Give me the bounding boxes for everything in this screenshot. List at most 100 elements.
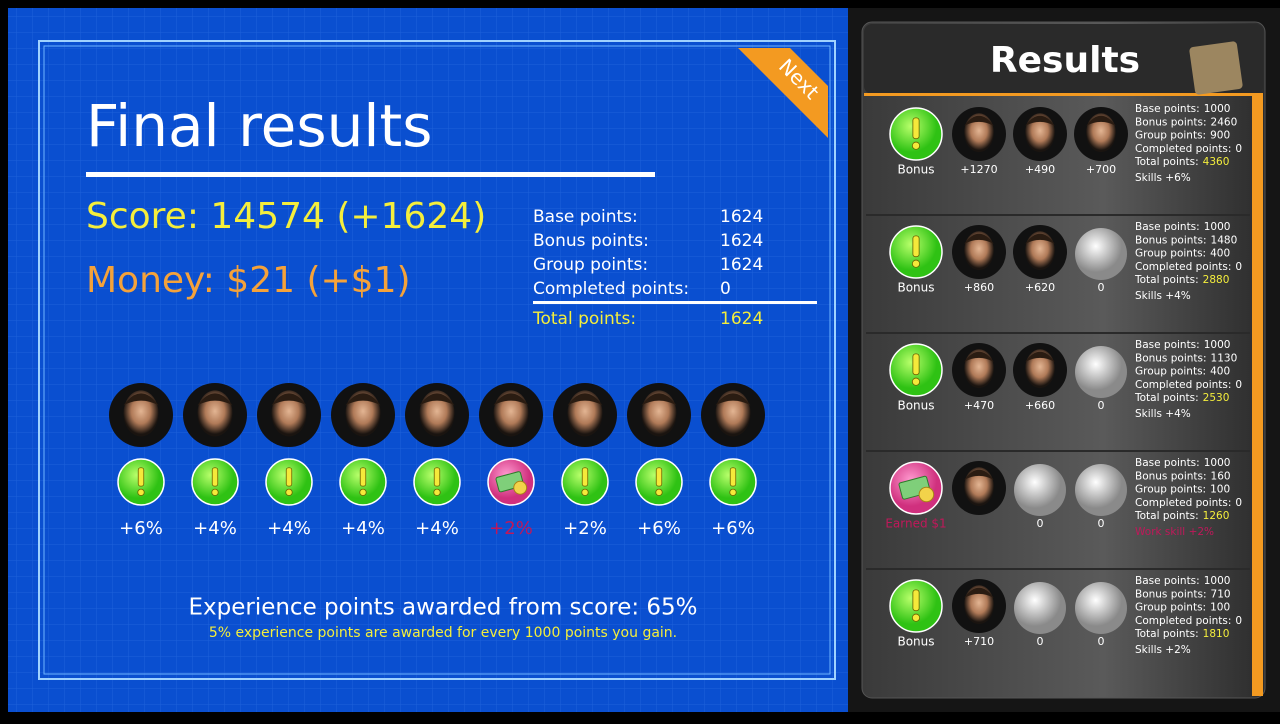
scrollbar[interactable] [1252, 96, 1263, 696]
portrait [952, 225, 1006, 279]
detail-label: Completed points: [1135, 143, 1231, 155]
exclaim-bar [655, 467, 663, 487]
skills: Skills +4% [1135, 408, 1191, 420]
portrait [479, 383, 543, 447]
header-rule [864, 93, 1263, 96]
face [715, 390, 751, 437]
detail-value: 160 [1211, 470, 1231, 482]
detail-label: Total points: [1134, 274, 1199, 286]
detail-line: Base points: 1000 [1135, 339, 1230, 351]
row-separator [866, 332, 1250, 334]
detail-line: Group points: 400 [1135, 366, 1230, 378]
exclaim-bar [433, 467, 441, 487]
slot-label: +1270 [960, 163, 997, 176]
frame-inner [43, 45, 831, 675]
detail-label: Base points: [1135, 457, 1200, 469]
detail-value: 2460 [1211, 116, 1238, 128]
empty-slot [1014, 464, 1066, 516]
member-bonus: +4% [341, 518, 385, 539]
exclaim-bar [359, 467, 367, 487]
bonus-icon [635, 458, 683, 506]
face [964, 113, 994, 153]
exclaim-bar [912, 235, 920, 258]
detail-line: Completed points: 0 [1135, 497, 1242, 509]
detail-value: 1000 [1204, 457, 1231, 469]
badge-label: Bonus [897, 281, 934, 295]
face [1086, 113, 1116, 153]
grid [8, 8, 848, 712]
next-ribbon[interactable] [738, 48, 828, 138]
hair [964, 233, 994, 244]
detail-label: Group points: [1135, 248, 1206, 260]
detail-value: 1810 [1203, 628, 1230, 640]
hair [123, 393, 159, 406]
detail-line: Base points: 1000 [1135, 575, 1230, 587]
exclaim-bar [137, 467, 145, 487]
points-label: Base points: [533, 207, 638, 227]
slot-label: 0 [1098, 281, 1105, 294]
detail-line: Bonus points: 160 [1135, 470, 1231, 482]
detail-label: Bonus points: [1135, 470, 1207, 482]
bonus-icon [117, 458, 165, 506]
empty-slot [1014, 582, 1066, 634]
skills: Skills +2% [1135, 644, 1191, 656]
detail-value: 1260 [1203, 510, 1230, 522]
hair [1025, 351, 1055, 362]
skills: Skills +6% [1135, 172, 1191, 184]
bonus-icon [889, 343, 943, 397]
portrait [183, 383, 247, 447]
points-value: 1624 [720, 255, 763, 275]
slot-label: +620 [1025, 281, 1055, 294]
hair [964, 351, 994, 362]
badge-label: Bonus [897, 399, 934, 413]
face [419, 390, 455, 437]
money-icon [889, 461, 943, 515]
detail-value: 4360 [1203, 156, 1230, 168]
detail-label: Group points: [1135, 602, 1206, 614]
detail-label: Group points: [1135, 130, 1206, 142]
portrait [553, 383, 617, 447]
detail-value: 2880 [1203, 274, 1230, 286]
face [197, 390, 233, 437]
total-label: Total points: [532, 309, 636, 329]
exclaim-dot [211, 488, 219, 496]
detail-value: 710 [1211, 588, 1231, 600]
title-underline [86, 172, 655, 177]
skills: Skills +4% [1135, 290, 1191, 302]
next-button[interactable]: Next [738, 48, 828, 138]
exclaim-dot [729, 488, 737, 496]
portrait [1013, 343, 1067, 397]
detail-value: 100 [1210, 484, 1230, 496]
bonus-icon [889, 107, 943, 161]
detail-label: Bonus points: [1135, 234, 1207, 246]
exclaim-dot [433, 488, 441, 496]
face [493, 390, 529, 437]
detail-value: 1000 [1204, 575, 1231, 587]
hair [271, 393, 307, 406]
detail-label: Total points: [1134, 156, 1199, 168]
detail-line: Total points: 1260 [1134, 510, 1229, 522]
hair [493, 393, 529, 406]
bonus-icon [339, 458, 387, 506]
points-label: Group points: [533, 255, 648, 275]
slot-label: +700 [1086, 163, 1116, 176]
total-rule [533, 301, 817, 304]
exclaim-dot [285, 488, 293, 496]
book-icon[interactable] [1189, 41, 1243, 95]
slot-label: 0 [1098, 517, 1105, 530]
detail-value: 400 [1210, 366, 1230, 378]
detail-line: Group points: 100 [1135, 484, 1230, 496]
points-label: Completed points: [533, 279, 689, 299]
exclaim-dot [655, 488, 663, 496]
badge-label: Bonus [897, 635, 934, 649]
points-value: 0 [720, 279, 731, 299]
detail-value: 400 [1210, 248, 1230, 260]
detail-line: Bonus points: 1130 [1135, 352, 1237, 364]
slot-label: 0 [1037, 635, 1044, 648]
slot-label: +660 [1025, 399, 1055, 412]
member-bonus: +6% [637, 518, 681, 539]
bonus-icon [709, 458, 757, 506]
face [964, 349, 994, 389]
portrait [952, 461, 1006, 515]
hair [964, 587, 994, 598]
